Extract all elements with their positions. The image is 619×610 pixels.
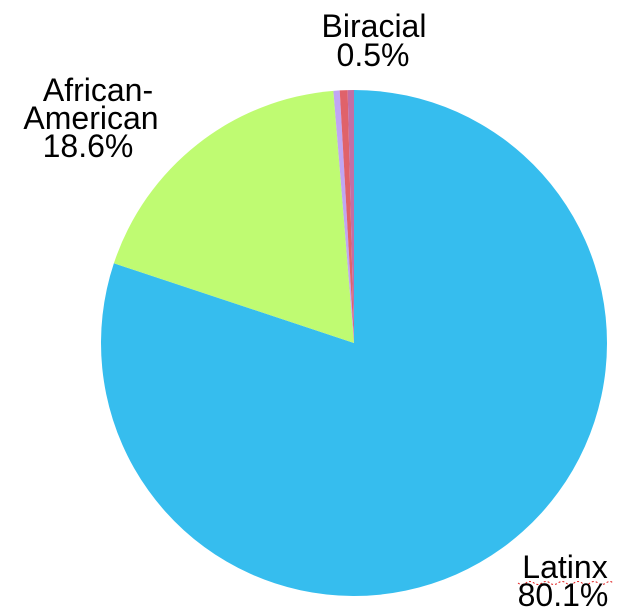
slice-label-latinx: Latinx <box>522 549 607 585</box>
pie-slice-other <box>333 90 354 343</box>
label-biracial: Biracial 0.5% <box>322 8 427 73</box>
slice-label-african-american-line2: American <box>23 100 158 136</box>
slice-label-african-american-line1: African- <box>43 72 153 108</box>
slice-percent-african-american: 18.6% <box>43 128 134 164</box>
pie-slice-biracial <box>339 90 354 344</box>
label-latinx: Latinx 80.1% <box>517 549 614 610</box>
pie-slices <box>100 90 607 596</box>
label-african-american: African- American 18.6% <box>23 72 158 164</box>
pie-slice-other-2 <box>347 90 354 343</box>
pie-slice-african-american <box>113 90 354 343</box>
slice-label-biracial: Biracial <box>322 8 427 44</box>
slice-percent-latinx: 80.1% <box>518 577 609 610</box>
spellcheck-underline <box>517 581 614 585</box>
slice-percent-biracial: 0.5% <box>337 37 410 73</box>
